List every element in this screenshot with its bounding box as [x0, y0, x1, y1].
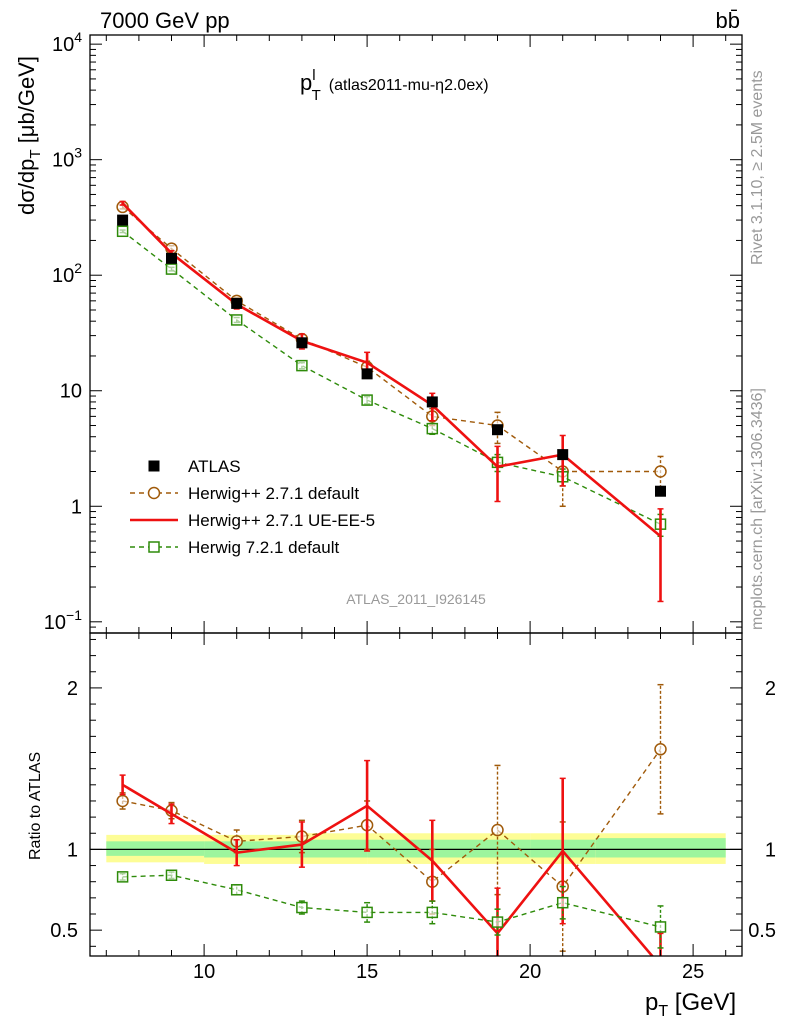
main-herwig-7-2-1-default-point	[230, 314, 243, 326]
plot-title: pl T(atlas2011-mu-η2.0ex)	[300, 67, 489, 104]
x-tick-label: 15	[356, 961, 378, 983]
main-herwig-2-7-1-default-point	[654, 465, 667, 478]
legend-marker	[148, 460, 160, 472]
ratio-panel-frame	[89, 632, 743, 957]
mcplots-reference-note: mcplots.cern.ch [arXiv:1306.3436]	[749, 388, 766, 630]
energy-label: 7000 GeV pp	[100, 8, 230, 33]
ratio-y-tick-label-right: 1	[765, 839, 776, 861]
ratio-herwig-7-2-1-default-point	[556, 896, 569, 909]
axes-frames	[89, 34, 743, 957]
main-atlas-point	[117, 214, 129, 226]
main-atlas-point	[557, 449, 569, 461]
main-y-tick-label: 10	[60, 381, 82, 403]
main-herwig-7-2-1-default-point	[296, 359, 308, 372]
ratio-herwig-2-7-1-ue-ee-5-line	[121, 783, 654, 956]
main-y-tick-label: 104	[52, 29, 82, 56]
legend-marker	[148, 541, 160, 553]
band-inner-segment	[595, 838, 726, 858]
ratio-herwig-7-2-1-default-point	[361, 906, 373, 919]
ratio-herwig-7-2-1-default-point	[296, 901, 308, 914]
rivet-version-note: Rivet 3.1.10, ≥ 2.5M events	[749, 70, 766, 265]
ratio-herwig-7-2-1-default-line	[122, 874, 661, 928]
ratio-y-axis-title: Ratio to ATLAS	[27, 752, 44, 860]
ratio-herwig-2-7-1-default-point	[116, 794, 129, 808]
main-atlas-point	[231, 297, 243, 309]
ratio-panel-series	[116, 683, 667, 956]
main-atlas-point	[492, 424, 503, 436]
analysis-id: ATLAS_2011_I926145	[346, 591, 486, 607]
legend-label: Herwig++ 2.7.1 default	[188, 484, 359, 503]
ratio-herwig-7-2-1-default-point	[426, 906, 439, 919]
main-y-tick-label: 1	[71, 496, 82, 518]
main-herwig-7-2-1-default-point	[361, 394, 373, 406]
main-y-tick-label: 103	[52, 145, 82, 172]
main-atlas-point	[361, 368, 373, 380]
x-tick-label: 20	[519, 961, 541, 983]
ratio-herwig-7-2-1-default-point	[654, 921, 667, 933]
main-y-tick-label: 10−1	[44, 607, 82, 634]
main-herwig-7-2-1-default-point	[116, 225, 129, 238]
x-axis-title: pT [GeV]	[645, 989, 736, 1020]
ratio-herwig-7-2-1-default-point	[230, 884, 243, 896]
legend-label: ATLAS	[188, 457, 241, 476]
main-herwig-7-2-1-default-point	[165, 263, 178, 275]
ratio-herwig-2-7-1-default-point	[654, 743, 667, 756]
x-tick-label: 25	[682, 961, 704, 983]
legend: ATLAS Herwig++ 2.7.1 default Herwig++ 2.7.…	[130, 457, 375, 557]
band-inner-segment	[432, 839, 531, 858]
x-tick-label: 10	[193, 961, 215, 983]
ratio-y-tick-label-right: 2	[765, 678, 776, 700]
ratio-herwig-7-2-1-default-point	[116, 871, 129, 883]
main-panel-series	[116, 200, 667, 603]
axis-tick-labels: 10−1 1 10 102 103 104 0.5 0.5 1 1 2 2 10 15 20 25	[44, 29, 776, 983]
ratio-herwig-7-2-1-default-point	[491, 916, 504, 928]
ratio-y-tick-label-left: 0.5	[50, 920, 78, 942]
legend-label: Herwig 7.2.1 default	[188, 538, 339, 557]
main-atlas-point	[166, 252, 177, 264]
ratio-herwig-2-7-1-default-point	[491, 823, 504, 837]
ratio-y-tick-label-left: 2	[67, 678, 78, 700]
legend-label: Herwig++ 2.7.1 UE-EE-5	[188, 511, 375, 530]
ratio-herwig-2-7-1-default-line	[122, 748, 662, 888]
main-herwig-7-2-1-default-point	[426, 422, 439, 435]
main-herwig-2-7-1-default-line	[122, 206, 661, 473]
main-atlas-point	[426, 396, 438, 408]
ratio-herwig-7-2-1-default-point	[165, 869, 178, 881]
main-y-tick-label: 102	[52, 260, 82, 287]
main-y-axis-title: dσ/dpT [μb/GeV]	[14, 56, 44, 215]
band-inner-segment	[367, 839, 433, 858]
legend-marker	[147, 486, 161, 500]
band-inner-segment	[106, 841, 205, 856]
ratio-y-tick-label-right: 0.5	[748, 920, 776, 942]
band-inner-segment	[301, 839, 368, 858]
main-atlas-point	[655, 485, 666, 497]
main-atlas-point	[296, 337, 308, 349]
process-label: bb̄	[716, 8, 740, 33]
ratio-y-tick-label-left: 1	[67, 839, 78, 861]
